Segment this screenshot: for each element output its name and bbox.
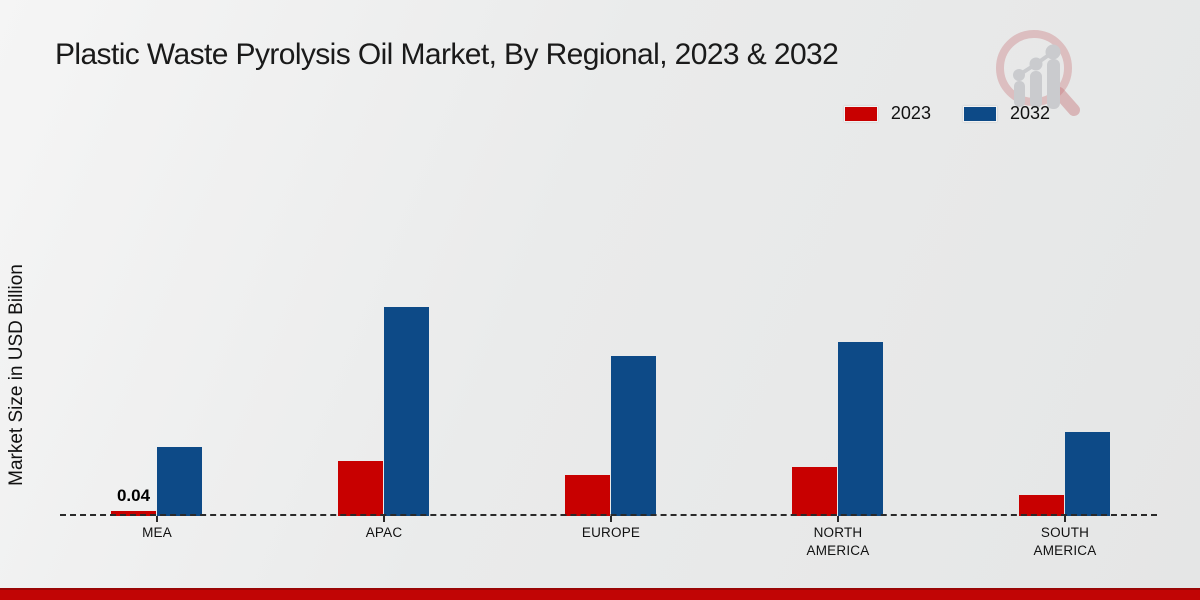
x-axis-label-europe: EUROPE xyxy=(581,525,641,540)
bar-south-america-2032 xyxy=(1065,432,1110,516)
x-axis-label-north-america: NORTH AMERICA xyxy=(806,525,870,558)
bar-mea-2023 xyxy=(111,511,156,516)
bar-europe-2023 xyxy=(565,475,610,516)
x-axis-tick-europe xyxy=(610,516,612,522)
y-axis-label: Market Size in USD Billion xyxy=(6,264,27,486)
legend: 2023 2032 xyxy=(843,103,1050,124)
legend-item-2032: 2032 xyxy=(962,103,1050,124)
x-axis-tick-north-america xyxy=(837,516,839,522)
chart-title: Plastic Waste Pyrolysis Oil Market, By R… xyxy=(55,38,839,71)
bar-north-america-2032 xyxy=(838,342,883,516)
legend-label-2032: 2032 xyxy=(1009,103,1050,123)
bar-north-america-2023 xyxy=(792,467,837,516)
x-axis-tick-apac xyxy=(383,516,385,522)
bar-apac-2032 xyxy=(384,307,429,516)
x-axis-tick-mea xyxy=(156,516,158,522)
x-axis-baseline xyxy=(60,514,1157,516)
footer-accent-band xyxy=(0,588,1200,600)
x-axis-tick-south-america xyxy=(1064,516,1066,522)
brand-logo-magnifier-chart-icon xyxy=(996,30,1080,116)
legend-swatch-2023 xyxy=(843,105,878,122)
bar-south-america-2023 xyxy=(1019,495,1064,516)
x-axis-label-south-america: SOUTH AMERICA xyxy=(1033,525,1097,558)
legend-item-2023: 2023 xyxy=(843,103,931,124)
x-axis-label-mea: MEA xyxy=(142,525,172,540)
bar-europe-2032 xyxy=(611,356,656,516)
legend-label-2023: 2023 xyxy=(890,103,931,123)
legend-swatch-2032 xyxy=(962,105,997,122)
bar-apac-2023 xyxy=(338,461,383,516)
x-axis-label-apac: APAC xyxy=(365,525,403,540)
bar-mea-2032 xyxy=(157,447,202,516)
bar-value-label-mea-2023: 0.04 xyxy=(116,486,151,505)
